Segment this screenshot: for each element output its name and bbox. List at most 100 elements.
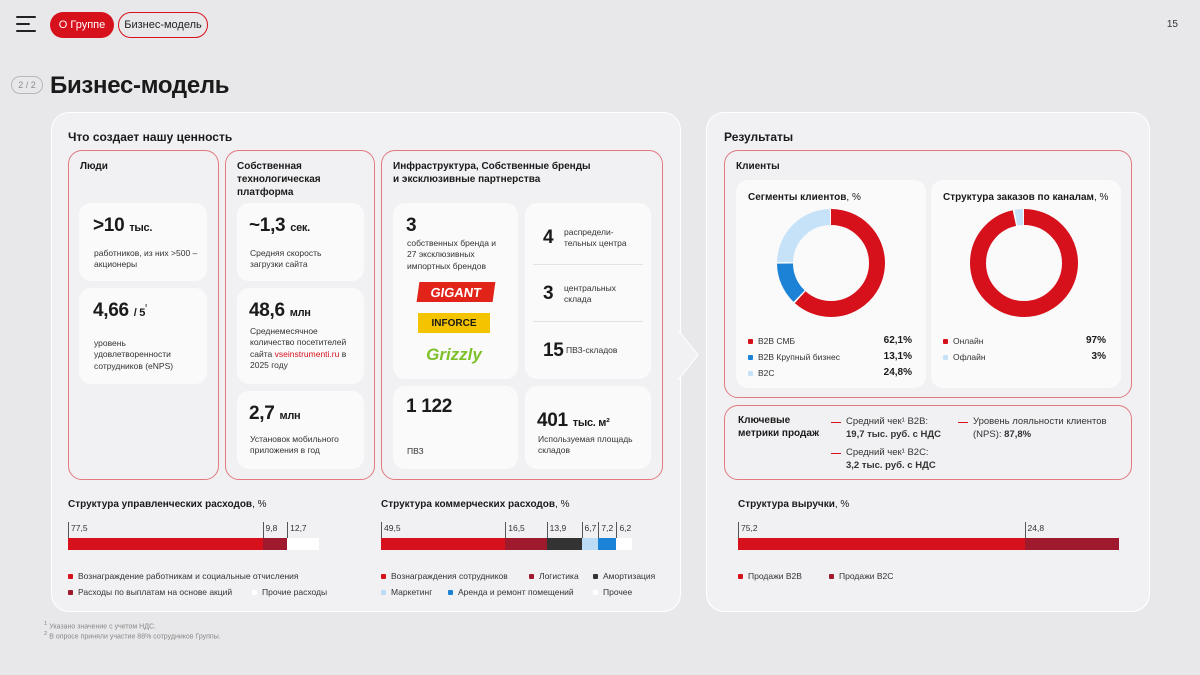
footnote-1: 1 Указано значение с учетом НДС.: [44, 621, 156, 631]
bar-segment-3: [581, 538, 599, 550]
legend-comm-3: Маркетинг: [381, 587, 432, 597]
tech-platform-box: [225, 150, 375, 480]
employees-card: [79, 203, 207, 281]
bar-tick-0: [68, 522, 69, 538]
inforce-logo: INFORCE: [418, 313, 490, 333]
bar-segment-0: [381, 538, 506, 550]
nps-metric: Уровень лояльности клиентов (NPS): 87,8%: [973, 416, 1107, 440]
warehouses-value: 3: [543, 283, 554, 304]
enps-value: 4,66 / 5²: [93, 300, 147, 321]
bar-label-1: 9,8: [265, 523, 278, 533]
clients-box: [724, 150, 1132, 398]
load-speed-value: ~1,3 сек.: [249, 215, 310, 236]
logistics-card: [525, 203, 651, 379]
legend-comm-0: Вознаграждения сотрудников: [381, 571, 508, 581]
nav-about-group[interactable]: О Группе: [50, 12, 114, 38]
donut-slice-0: [970, 209, 1078, 317]
bar-label-1: 24,8: [1027, 523, 1045, 533]
page-number: 15: [1166, 19, 1178, 30]
revenue-title: Структура выручки, %: [738, 499, 850, 510]
pvz-warehouses-value: 15: [543, 340, 564, 361]
area-desc: Используемая площадь складов: [538, 434, 633, 456]
comm-costs-title: Структура коммерческих расходов, %: [381, 499, 570, 510]
clients-title: Клиенты: [736, 161, 780, 172]
bar-segment-0: [738, 538, 1025, 550]
bar-label-0: 49,5: [384, 523, 401, 533]
area-card: [525, 386, 651, 469]
legend-mgmt-2: Прочие расходы: [252, 587, 327, 597]
bar-tick-1: [505, 522, 507, 538]
segments-donut: [777, 209, 885, 317]
warehouses-desc: центральных склада: [564, 283, 616, 305]
page-title: Бизнес-модель: [50, 72, 230, 99]
menu-icon[interactable]: [16, 16, 36, 32]
bar-label-1: 16,5: [508, 523, 525, 533]
avg-check-b2b: Средний чек¹ B2B: 19,7 тыс. руб. с НДС: [846, 416, 941, 440]
people-box: [68, 150, 219, 480]
bar-tick-0: [738, 522, 739, 538]
area-value: 401 тыс. м²: [537, 410, 610, 431]
site-link[interactable]: vseinstrumenti.ru: [274, 348, 340, 359]
visitors-value: 48,6 млн: [249, 300, 311, 321]
bar-label-0: 75,2: [741, 523, 758, 533]
bar-segment-4: [598, 538, 617, 550]
pvz-desc: ПВЗ: [407, 446, 424, 456]
app-installs-desc: Установок мобильного приложения в год: [250, 434, 339, 456]
bar-tick-1: [1024, 522, 1026, 538]
bar-segment-2: [546, 538, 582, 550]
bar-tick-2: [546, 522, 548, 538]
arrow-connector: [678, 330, 699, 380]
seg-value-2: 24,8%: [883, 367, 912, 378]
legend-mgmt-0: Вознаграждение работникам и социальные о…: [68, 571, 299, 581]
pvz-warehouses-desc: ПВЗ-складов: [566, 345, 618, 355]
enps-desc: уровень удовлетворенности сотрудников (e…: [94, 338, 174, 371]
brands-desc: собственных бренда и 27 эксклюзивных имп…: [407, 238, 497, 271]
visitors-card: [237, 288, 364, 384]
bar-segment-1: [262, 538, 288, 550]
grizzly-logo: Grizzly: [426, 345, 482, 364]
channels-donut: [970, 209, 1078, 317]
bar-tick-3: [581, 522, 583, 538]
bar-tick-2: [287, 522, 289, 538]
value-creation-title: Что создает нашу ценность: [68, 130, 233, 144]
pvz-card: [393, 386, 518, 469]
load-speed-card: [237, 203, 364, 281]
bar-label-5: 6,2: [619, 523, 632, 533]
app-installs-card: [237, 391, 364, 469]
revenue-chart: 75,2 24,8: [738, 522, 1119, 550]
bar-segment-1: [1024, 538, 1119, 550]
bar-tick-1: [262, 522, 264, 538]
ch-value-1: 3%: [1091, 351, 1106, 362]
infrastructure-title: Инфраструктура, Собственные бренды и экс…: [393, 161, 591, 185]
gigant-logo: GIGANT: [416, 282, 496, 302]
legend-comm-5: Прочее: [593, 587, 632, 597]
seg-legend-2: B2C: [748, 368, 775, 378]
seg-value-0: 62,1%: [883, 335, 912, 346]
bar-tick-5: [616, 522, 618, 538]
ch-value-0: 97%: [1085, 335, 1106, 346]
mgmt-costs-chart: 77,5 9,8 12,7: [68, 522, 319, 550]
dc-desc: распредели-тельных центра: [564, 227, 627, 249]
legend-comm-2: Амортизация: [593, 571, 655, 581]
channels-title: Структура заказов по каналам, %: [943, 192, 1109, 203]
pvz-value: 1 122: [406, 396, 453, 417]
employees-desc: работников, из них >500 – акционеры: [94, 248, 198, 270]
mgmt-costs-title: Структура управленческих расходов, %: [68, 499, 267, 510]
bar-segment-5: [616, 538, 632, 550]
bar-segment-0: [68, 538, 263, 550]
bar-segment-1: [505, 538, 547, 550]
key-metrics-title: Ключевые метрики продаж: [738, 415, 820, 439]
donut-slice-0: [777, 209, 885, 317]
legend-rev-1: Продажи B2C: [829, 571, 893, 581]
bar-segment-2: [287, 538, 319, 550]
load-speed-desc: Средняя скорость загрузки сайта: [250, 248, 322, 270]
brands-value: 3: [406, 215, 417, 236]
avg-check-b2c: Средний чек¹ B2C: 3,2 тыс. руб. с НДС: [846, 447, 936, 471]
bar-tick-0: [381, 522, 382, 538]
comm-costs-chart: 49,5 16,5 13,9 6,7 7,2 6,2: [381, 522, 632, 550]
bar-label-2: 13,9: [549, 523, 567, 533]
legend-comm-4: Аренда и ремонт помещений: [448, 587, 574, 597]
results-title: Результаты: [724, 130, 794, 144]
people-title: Люди: [80, 161, 108, 172]
nav-business-model[interactable]: Бизнес-модель: [118, 12, 208, 38]
